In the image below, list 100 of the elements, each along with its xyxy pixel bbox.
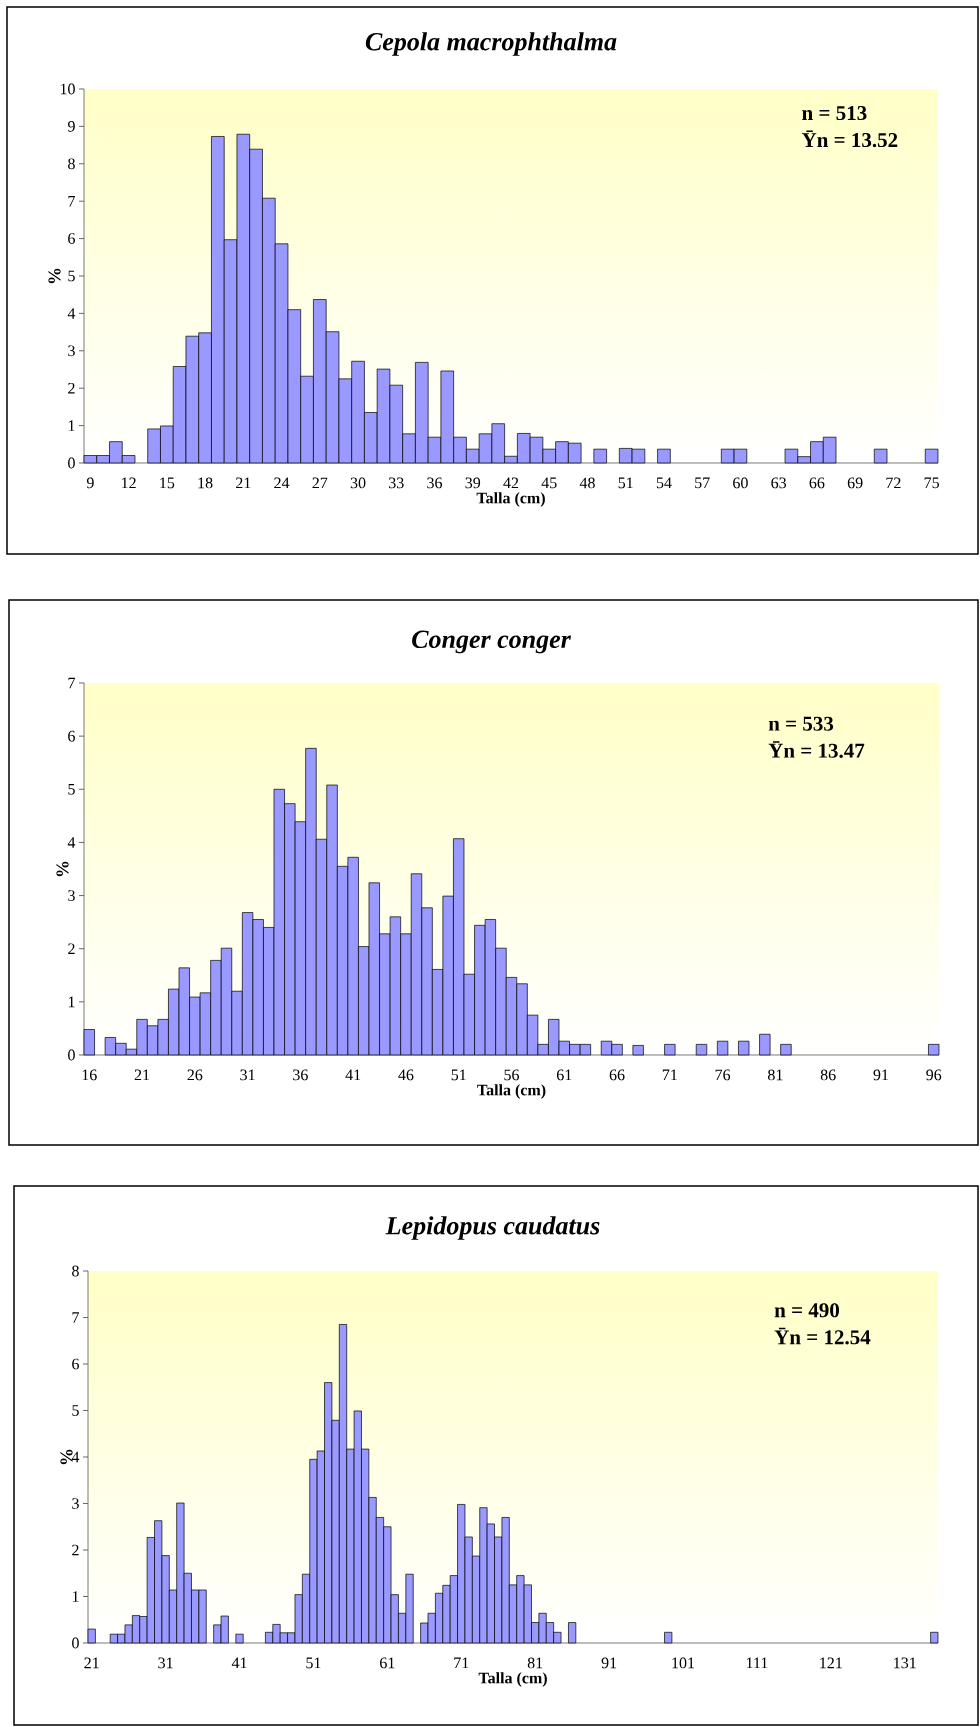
x-tick-label: 66 bbox=[609, 1069, 625, 1081]
bar bbox=[568, 1622, 577, 1644]
x-tick-label: 101 bbox=[672, 1657, 695, 1669]
x-tick-label: 9 bbox=[86, 477, 94, 489]
x-tick-label: 24 bbox=[274, 477, 290, 489]
y-tick-label: 8 bbox=[68, 158, 75, 170]
x-tick-label: 66 bbox=[809, 477, 825, 489]
y-tick-label: 6 bbox=[68, 233, 75, 244]
y-tick-label: 9 bbox=[67, 121, 75, 132]
x-tick-label: 71 bbox=[662, 1069, 677, 1081]
y-tick-label: 6 bbox=[72, 1358, 79, 1370]
x-tick-label: 31 bbox=[158, 1657, 173, 1669]
x-tick-label: 41 bbox=[231, 1657, 247, 1669]
y-axis-title: % bbox=[48, 268, 61, 284]
x-tick-label: 75 bbox=[924, 477, 939, 489]
x-tick-label: 63 bbox=[771, 477, 787, 489]
x-tick-label: 31 bbox=[240, 1069, 255, 1081]
y-tick-label: 3 bbox=[68, 345, 75, 357]
bar bbox=[664, 1044, 676, 1056]
x-tick-label: 51 bbox=[451, 1069, 466, 1081]
annotation: Ȳn = 13.47 bbox=[768, 741, 865, 758]
y-tick-label: 1 bbox=[68, 420, 75, 431]
x-tick-label: 33 bbox=[389, 477, 404, 489]
x-axis-title: Talla (cm) bbox=[478, 1672, 547, 1687]
y-tick-label: 4 bbox=[67, 837, 76, 848]
y-tick-label: 10 bbox=[60, 83, 75, 95]
x-tick-label: 21 bbox=[236, 477, 251, 489]
chart-title: Lepidopus caudatus bbox=[385, 1216, 600, 1240]
x-tick-label: 27 bbox=[312, 477, 328, 489]
x-tick-label: 91 bbox=[873, 1069, 888, 1081]
annotation: Ȳn = 13.52 bbox=[801, 130, 898, 148]
x-axis-title: Talla (cm) bbox=[476, 492, 545, 507]
x-tick-label: 42 bbox=[503, 477, 519, 489]
x-tick-label: 60 bbox=[733, 477, 748, 489]
y-tick-label: 5 bbox=[72, 1405, 79, 1416]
bar bbox=[235, 1633, 244, 1644]
bar bbox=[593, 448, 607, 464]
annotation: n = 513 bbox=[802, 106, 867, 121]
bar bbox=[930, 1631, 939, 1644]
y-tick-label: 6 bbox=[68, 730, 75, 742]
y-tick-label: 8 bbox=[72, 1265, 79, 1277]
x-tick-label: 30 bbox=[350, 477, 366, 489]
x-tick-label: 21 bbox=[84, 1657, 99, 1669]
y-tick-label: 7 bbox=[68, 195, 76, 207]
x-tick-label: 69 bbox=[847, 477, 863, 489]
chart-title: Cepola macrophthalma bbox=[365, 32, 617, 56]
y-tick-label: 1 bbox=[72, 1591, 79, 1602]
x-tick-label: 121 bbox=[820, 1657, 842, 1669]
x-tick-label: 36 bbox=[427, 477, 443, 489]
annotation: Ȳn = 12.54 bbox=[774, 1327, 871, 1345]
x-tick-label: 54 bbox=[656, 477, 672, 489]
bar bbox=[632, 1045, 644, 1056]
x-tick-label: 45 bbox=[541, 477, 557, 489]
bar bbox=[759, 1033, 771, 1056]
x-tick-label: 76 bbox=[715, 1069, 731, 1081]
y-tick-label: 5 bbox=[68, 270, 75, 282]
x-tick-label: 12 bbox=[122, 477, 136, 489]
x-tick-label: 51 bbox=[618, 477, 633, 489]
bar bbox=[695, 1044, 708, 1056]
y-tick-label: 4 bbox=[71, 1451, 80, 1463]
x-tick-label: 36 bbox=[293, 1069, 308, 1081]
x-tick-label: 72 bbox=[886, 477, 901, 489]
x-tick-label: 51 bbox=[306, 1657, 321, 1669]
x-tick-label: 56 bbox=[504, 1069, 520, 1081]
bar bbox=[716, 1040, 729, 1056]
x-tick-label: 131 bbox=[894, 1657, 916, 1669]
x-tick-label: 61 bbox=[556, 1069, 572, 1081]
bar bbox=[657, 448, 671, 464]
y-tick-label: 0 bbox=[68, 1049, 75, 1061]
y-tick-label: 2 bbox=[68, 943, 75, 954]
x-tick-label: 71 bbox=[454, 1657, 469, 1669]
y-tick-label: 5 bbox=[68, 783, 75, 795]
bar bbox=[664, 1631, 673, 1644]
x-tick-label: 91 bbox=[601, 1657, 617, 1669]
y-tick-label: 3 bbox=[72, 1498, 79, 1509]
x-tick-label: 46 bbox=[398, 1069, 414, 1081]
y-tick-label: 7 bbox=[72, 1312, 80, 1323]
bar bbox=[738, 1040, 750, 1056]
x-tick-label: 26 bbox=[187, 1069, 203, 1081]
y-tick-label: 3 bbox=[68, 890, 75, 901]
x-tick-label: 41 bbox=[345, 1069, 361, 1081]
x-tick-label: 81 bbox=[768, 1069, 783, 1081]
bar bbox=[873, 448, 888, 464]
x-tick-label: 18 bbox=[198, 477, 213, 489]
y-tick-label: 0 bbox=[68, 457, 75, 469]
y-tick-label: 7 bbox=[68, 677, 76, 689]
chart-title: Conger conger bbox=[412, 630, 571, 654]
bar bbox=[924, 448, 939, 464]
annotation: n = 533 bbox=[768, 716, 834, 731]
y-tick-label: 2 bbox=[72, 1544, 79, 1556]
x-tick-label: 86 bbox=[820, 1069, 836, 1081]
y-axis-title: % bbox=[60, 1449, 73, 1465]
bar bbox=[780, 1044, 792, 1056]
y-tick-label: 0 bbox=[72, 1637, 79, 1649]
x-tick-label: 111 bbox=[746, 1657, 768, 1669]
x-tick-label: 57 bbox=[695, 477, 710, 489]
x-tick-label: 48 bbox=[579, 477, 595, 489]
x-tick-label: 61 bbox=[380, 1657, 395, 1669]
y-tick-label: 2 bbox=[68, 382, 75, 394]
annotation: n = 490 bbox=[774, 1303, 840, 1318]
